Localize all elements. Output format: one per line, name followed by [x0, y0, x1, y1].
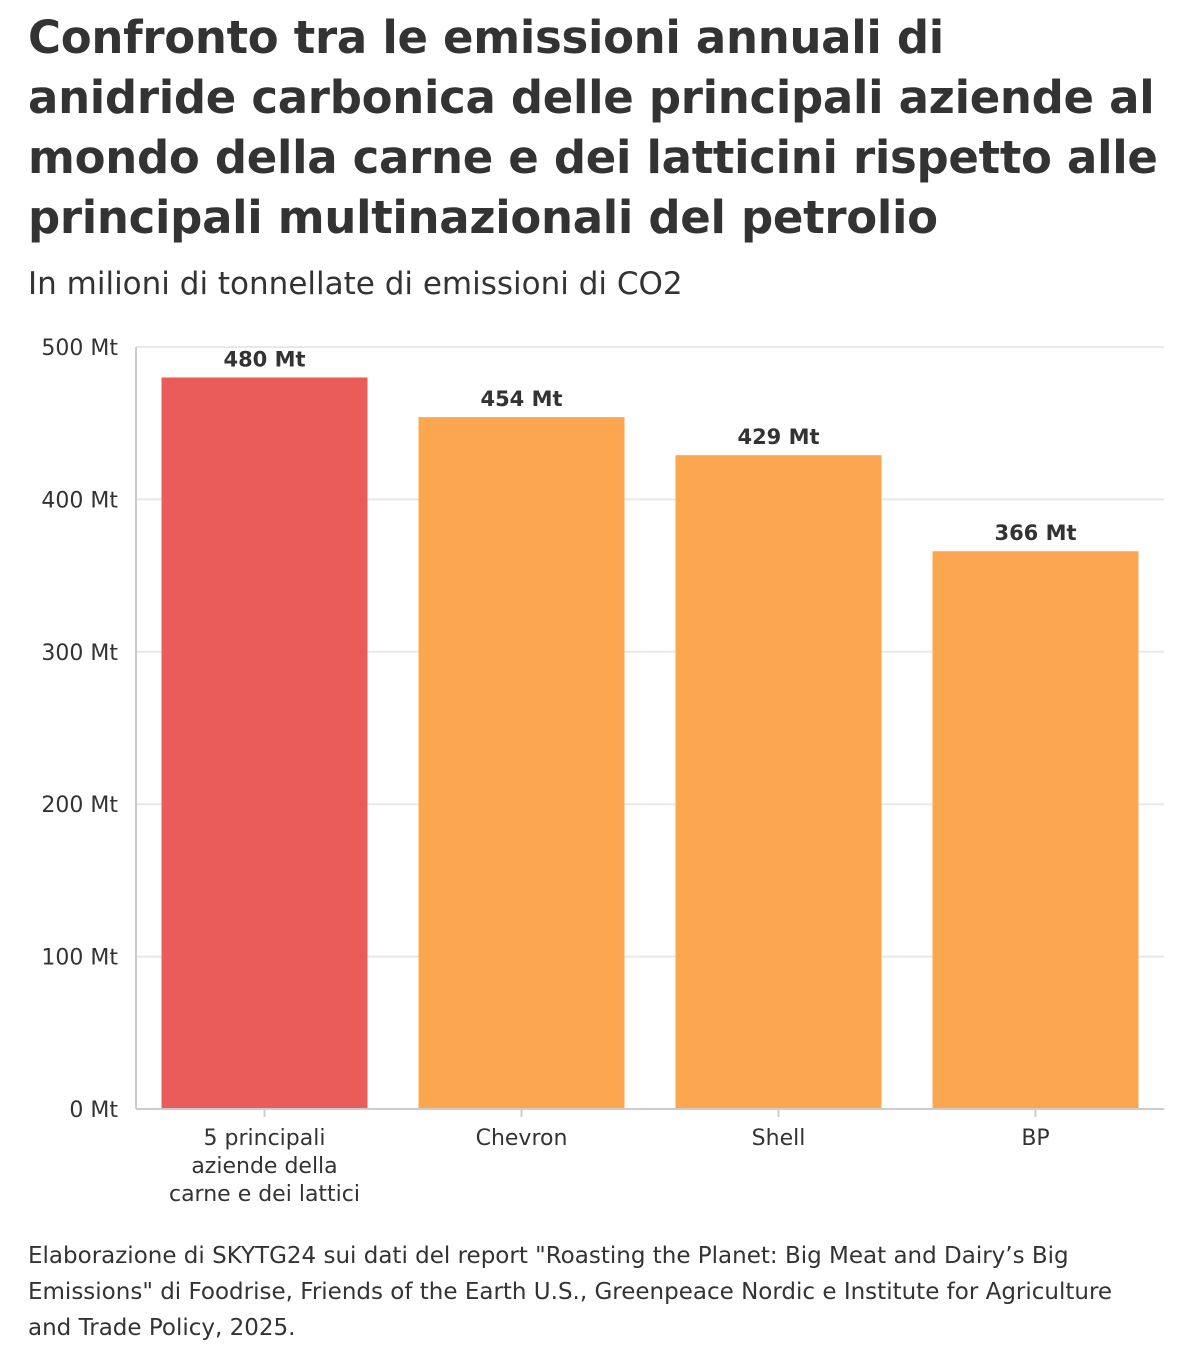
data-label: 480 Mt [223, 347, 305, 371]
y-tick-label: 200 Mt [41, 793, 118, 818]
x-tick-label: BP [1021, 1126, 1049, 1151]
chart-subtitle: In milioni di tonnellate di emissioni di… [28, 266, 683, 302]
data-label: 366 Mt [994, 521, 1076, 545]
bar [161, 377, 368, 1110]
bar-chart: 0 Mt 100 Mt 200 Mt 300 Mt 400 Mt 500 Mt 480 Mt… [41, 336, 1164, 1207]
data-label: 429 Mt [737, 425, 819, 449]
chart-title: Confronto tra le emissioni annuali di an… [28, 11, 1158, 244]
x-tick-label: Shell [752, 1126, 806, 1151]
source-note: Elaborazione di SKYTG24 sui dati del rep… [28, 1243, 1113, 1341]
bar [932, 551, 1139, 1109]
data-label: 454 Mt [480, 387, 562, 411]
y-tick-label: 400 Mt [41, 488, 118, 513]
x-tick-label: 5 principali aziende della carne e dei lat… [169, 1126, 360, 1207]
y-tick-label: 500 Mt [41, 336, 118, 361]
bar [675, 455, 882, 1109]
bar [418, 417, 625, 1109]
x-tick-label: Chevron [476, 1126, 568, 1151]
y-tick-label: 300 Mt [41, 641, 118, 666]
y-tick-label: 100 Mt [41, 946, 118, 971]
y-tick-label: 0 Mt [69, 1098, 118, 1123]
